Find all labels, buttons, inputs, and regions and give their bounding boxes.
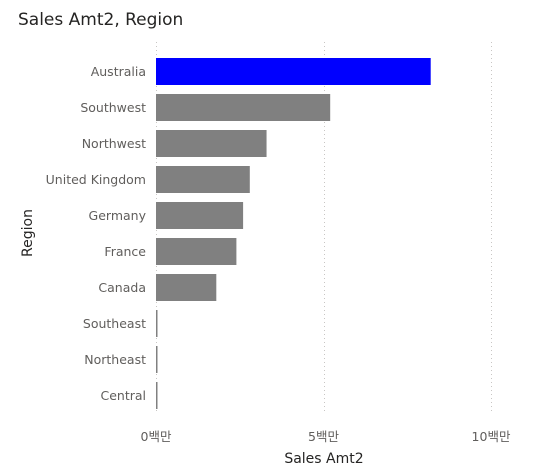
bar-united-kingdom[interactable] [156,166,250,193]
x-tick-label-1: 5백만 [308,429,339,444]
bar-northwest[interactable] [156,130,267,157]
x-tick-label-2: 10백만 [472,429,511,444]
category-label-northwest: Northwest [82,136,146,151]
bar-central[interactable] [156,382,158,409]
category-label-central: Central [100,388,146,403]
category-label-southeast: Southeast [83,316,146,331]
x-axis-title: Sales Amt2 [284,451,363,467]
x-tick-labels: 0백만 5백만 10백만 [141,429,511,444]
chart-title: Sales Amt2, Region [18,10,183,30]
bar-germany[interactable] [156,202,244,229]
x-tick-label-0: 0백만 [141,429,172,444]
y-axis-title: Region [20,209,36,257]
category-label-australia: Australia [91,64,146,79]
category-label-united-kingdom: United Kingdom [46,172,146,187]
category-label-canada: Canada [98,280,146,295]
bar-northeast[interactable] [156,346,158,373]
category-label-northeast: Northeast [84,352,146,367]
bar-southwest[interactable] [156,94,331,121]
bars [156,58,431,409]
bar-australia[interactable] [156,58,431,85]
bar-canada[interactable] [156,274,217,301]
category-label-southwest: Southwest [80,100,146,115]
category-label-germany: Germany [89,208,147,223]
bar-southeast[interactable] [156,310,158,337]
category-label-france: France [104,244,146,259]
bar-france[interactable] [156,238,237,265]
category-labels: Australia Southwest Northwest United Kingdo… [46,64,147,403]
